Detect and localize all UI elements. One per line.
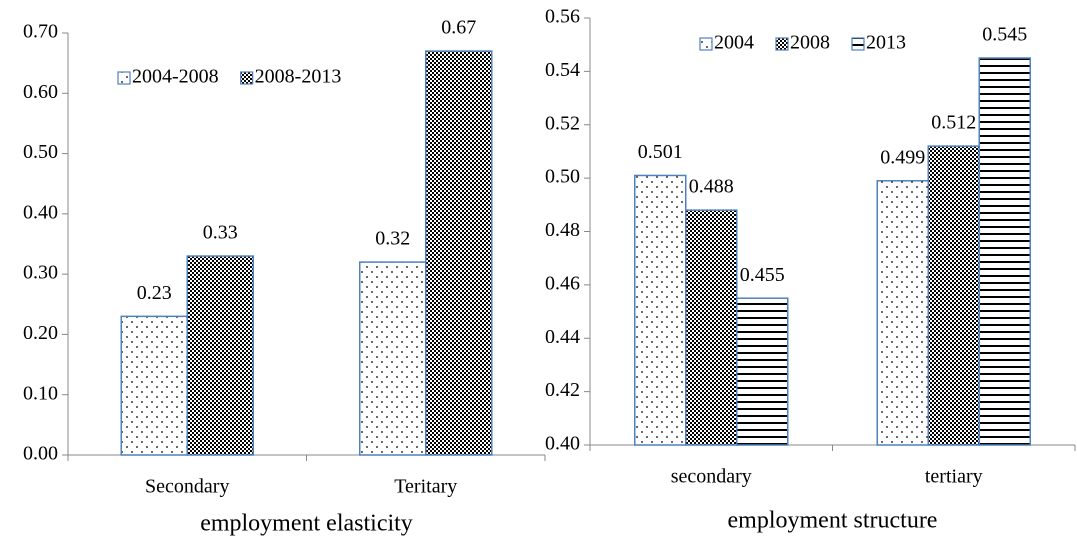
- value-label: 0.499: [880, 146, 925, 168]
- value-label: 0.512: [931, 112, 976, 134]
- y-tick-label: 0.30: [23, 262, 58, 284]
- value-label: 0.67: [441, 17, 476, 39]
- legend-label: 2004: [714, 32, 754, 54]
- bar: [876, 180, 929, 446]
- bar: [978, 57, 1031, 446]
- bar: [359, 261, 427, 456]
- x-tick-label: secondary: [671, 466, 752, 488]
- value-label: 0.501: [638, 141, 683, 163]
- y-tick-label: 0.52: [545, 112, 580, 134]
- legend-label: 2013: [866, 32, 906, 54]
- y-tick-label: 0.56: [545, 6, 580, 28]
- bar: [736, 297, 789, 446]
- y-tick-label: 0.40: [545, 433, 580, 455]
- legend-swatch: [699, 37, 713, 51]
- bar: [685, 209, 738, 446]
- y-tick-label: 0.46: [545, 272, 580, 294]
- legend-label: 2008-2013: [255, 66, 342, 88]
- y-tick-label: 0.70: [23, 21, 58, 43]
- legend-swatch: [240, 71, 254, 85]
- legend-swatch: [851, 37, 865, 51]
- x-tick-label: Teritary: [394, 476, 457, 498]
- x-tick-label: Secondary: [145, 476, 229, 498]
- x-tick-label: tertiary: [925, 466, 983, 488]
- x-axis-title: employment elasticity: [200, 511, 413, 537]
- bar: [927, 145, 980, 446]
- x-axis-title: employment structure: [728, 508, 938, 534]
- legend-label: 2004-2008: [132, 66, 219, 88]
- bar: [425, 50, 493, 456]
- bar: [120, 315, 188, 456]
- bar: [186, 255, 254, 456]
- y-tick-label: 0.54: [545, 59, 580, 81]
- y-tick-label: 0.60: [23, 81, 58, 103]
- value-label: 0.545: [982, 24, 1027, 46]
- y-tick-label: 0.50: [545, 166, 580, 188]
- value-label: 0.455: [740, 264, 785, 286]
- y-tick-label: 0.40: [23, 201, 58, 223]
- y-tick-label: 0.44: [545, 326, 580, 348]
- legend-swatch: [775, 37, 789, 51]
- y-tick-label: 0.48: [545, 219, 580, 241]
- y-tick-label: 0.20: [23, 322, 58, 344]
- value-label: 0.23: [137, 282, 172, 304]
- value-label: 0.33: [203, 222, 238, 244]
- value-label: 0.488: [689, 176, 734, 198]
- legend-label: 2008: [790, 32, 830, 54]
- y-tick-label: 0.50: [23, 141, 58, 163]
- bar: [634, 174, 687, 446]
- y-tick-label: 0.10: [23, 382, 58, 404]
- y-tick-label: 0.00: [23, 443, 58, 465]
- value-label: 0.32: [375, 228, 410, 250]
- y-tick-label: 0.42: [545, 379, 580, 401]
- legend-swatch: [117, 71, 131, 85]
